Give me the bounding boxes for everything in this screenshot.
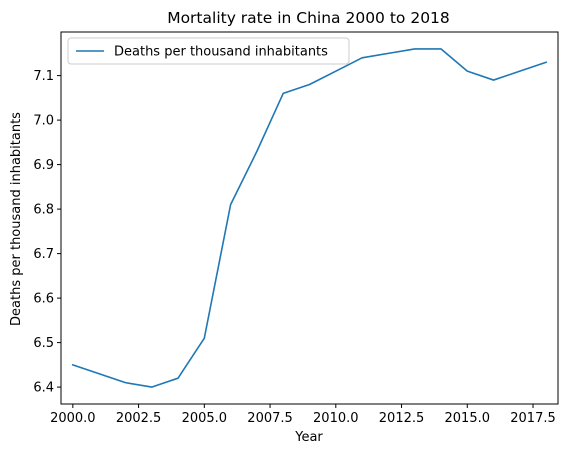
x-tick-label: 2017.5 [510,411,556,426]
plot-area [71,48,548,388]
y-axis: 6.4 6.5 6.6 6.7 6.8 6.9 7.0 7.1 [33,69,61,396]
x-tick-label: 2010.0 [313,411,359,426]
x-axis-label: Year [294,430,323,445]
y-tick-label: 6.4 [33,381,54,396]
x-tick-label: 2000.0 [50,411,96,426]
legend-label: Deaths per thousand inhabitants [114,45,328,60]
legend-box [67,37,350,65]
y-tick-label: 7.1 [33,69,54,84]
x-tick-label: 2012.5 [379,411,425,426]
x-tick-label: 2002.5 [116,411,162,426]
x-axis: 2000.0 2002.5 2005.0 2007.5 2010.0 2012.5 2015… [50,404,556,426]
chart-title: Mortality rate in China 2000 to 2018 [167,9,450,27]
y-tick-label: 6.7 [33,247,54,262]
y-tick-label: 6.5 [33,336,54,351]
y-axis-label: Deaths per thousand inhabitants [9,112,24,326]
legend: Deaths per thousand inhabitants [67,37,350,65]
x-tick-label: 2005.0 [182,411,228,426]
x-tick-label: 2007.5 [247,411,293,426]
y-tick-label: 6.8 [33,203,54,218]
y-tick-label: 6.9 [33,158,54,173]
plot-frame [60,31,559,405]
series-line-0 [71,48,548,388]
y-tick-label: 6.6 [33,292,54,307]
x-tick-label: 2015.0 [445,411,491,426]
y-tick-label: 7.0 [33,114,54,129]
